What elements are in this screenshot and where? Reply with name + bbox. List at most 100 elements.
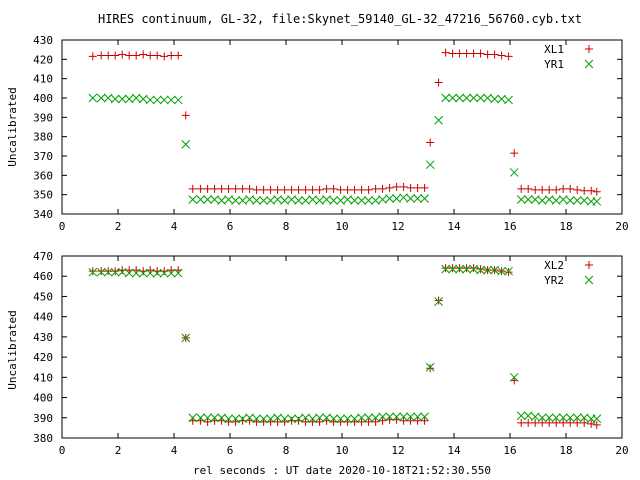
y-tick-label: 390 xyxy=(33,111,53,124)
data-point-yr2 xyxy=(329,414,338,424)
y-tick-label: 460 xyxy=(33,270,53,283)
data-point-xl1 xyxy=(104,51,113,60)
data-point-yr2 xyxy=(308,414,317,424)
data-point-yr1 xyxy=(420,194,429,203)
data-point-xl2 xyxy=(238,416,247,425)
data-point-xl2 xyxy=(592,420,601,429)
x-tick-label: 2 xyxy=(115,220,122,233)
data-point-yr2 xyxy=(88,267,98,277)
y-tick-label: 430 xyxy=(33,34,53,47)
data-point-xl1 xyxy=(455,49,464,58)
data-point-yr1 xyxy=(357,196,366,205)
data-point-xl1 xyxy=(322,184,331,193)
data-point-yr1 xyxy=(117,94,127,104)
data-point-yr2 xyxy=(455,264,464,274)
legend-marker-yr2 xyxy=(584,275,594,285)
data-point-xl1 xyxy=(538,185,547,194)
y-tick-label: 410 xyxy=(33,371,53,384)
data-point-yr2 xyxy=(166,268,176,278)
data-point-yr2 xyxy=(124,268,134,278)
data-point-yr1 xyxy=(516,195,526,204)
data-point-xl1 xyxy=(580,186,589,195)
data-point-yr2 xyxy=(203,413,212,423)
data-point-yr2 xyxy=(504,266,513,276)
data-point-yr2 xyxy=(476,265,485,275)
data-point-yr1 xyxy=(166,95,176,105)
data-point-xl1 xyxy=(238,184,247,193)
y-tick-label: 340 xyxy=(33,208,53,221)
chart-title: HIRES continuum, GL-32, file:Skynet_5914… xyxy=(98,12,582,26)
data-point-yr1 xyxy=(350,196,359,205)
y-tick-label: 370 xyxy=(33,150,53,163)
y-tick-label: 410 xyxy=(33,73,53,86)
data-point-yr1 xyxy=(469,93,478,103)
data-point-xl2 xyxy=(504,268,513,277)
data-point-yr2 xyxy=(579,413,589,423)
data-point-yr2 xyxy=(110,267,120,277)
x-tick-label: 10 xyxy=(335,444,348,457)
data-point-xl2 xyxy=(315,417,324,426)
data-point-xl1 xyxy=(252,185,261,194)
data-point-yr2 xyxy=(592,414,602,424)
top-plot-panel: 0 2 4 6 8 10 12 14 16 18 20 340 350 360 370 380 390 400 41… xyxy=(33,34,629,233)
x-tick-label: 8 xyxy=(283,444,290,457)
y-tick-label: 440 xyxy=(33,311,53,324)
data-point-xl1 xyxy=(329,184,338,193)
x-tick-label: 8 xyxy=(283,220,290,233)
data-point-xl2 xyxy=(118,266,127,275)
data-point-xl2 xyxy=(406,416,415,425)
plot-frame xyxy=(61,39,623,215)
data-point-yr2 xyxy=(238,414,247,424)
data-point-yr2 xyxy=(537,413,547,423)
data-point-xl2 xyxy=(462,264,471,273)
data-point-xl1 xyxy=(399,182,408,191)
y-axis-label-top: Uncalibrated xyxy=(6,87,19,166)
data-point-xl2 xyxy=(420,416,429,425)
x-tick-label: 12 xyxy=(391,444,404,457)
y-tick-label: 420 xyxy=(33,351,53,364)
data-point-yr2 xyxy=(103,267,113,277)
data-point-yr2 xyxy=(425,362,435,372)
data-point-xl1 xyxy=(448,49,457,58)
data-point-xl1 xyxy=(287,185,296,194)
data-point-xl2 xyxy=(545,418,554,427)
data-point-yr2 xyxy=(483,265,492,275)
x-tick-label: 16 xyxy=(503,220,516,233)
data-point-xl2 xyxy=(413,416,422,425)
data-point-yr1 xyxy=(329,196,338,205)
data-point-xl1 xyxy=(392,182,401,191)
data-point-xl1 xyxy=(88,52,97,61)
x-tick-label: 18 xyxy=(559,444,572,457)
data-point-yr2 xyxy=(572,413,582,423)
data-point-xl2 xyxy=(160,267,169,276)
data-point-xl1 xyxy=(434,78,443,87)
data-point-yr2 xyxy=(287,414,296,424)
data-point-xl1 xyxy=(592,187,601,196)
data-point-yr2 xyxy=(516,411,526,421)
data-point-xl2 xyxy=(524,418,533,427)
data-point-yr2 xyxy=(441,264,450,274)
data-point-yr1 xyxy=(88,93,98,103)
data-point-yr2 xyxy=(336,414,345,424)
data-point-yr1 xyxy=(592,197,602,206)
data-point-yr2 xyxy=(399,412,408,422)
data-point-xl1 xyxy=(517,184,526,193)
y-tick-label: 360 xyxy=(33,169,53,182)
data-point-yr1 xyxy=(364,196,373,205)
data-point-xl2 xyxy=(517,418,526,427)
data-point-yr1 xyxy=(565,196,575,205)
data-point-xl1 xyxy=(531,185,540,194)
legend-marker-yr1 xyxy=(584,59,594,69)
data-point-yr2 xyxy=(315,413,324,423)
data-point-yr2 xyxy=(413,412,422,422)
data-point-yr1 xyxy=(252,196,261,205)
data-point-yr2 xyxy=(196,413,205,423)
data-point-xl2 xyxy=(357,417,366,426)
x-tick-label: 2 xyxy=(115,444,122,457)
data-point-yr2 xyxy=(551,413,561,423)
data-point-xl2 xyxy=(153,267,162,276)
data-point-xl2 xyxy=(580,418,589,427)
data-point-yr2 xyxy=(245,413,254,423)
data-point-yr1 xyxy=(425,160,435,170)
data-point-xl1 xyxy=(294,185,303,194)
